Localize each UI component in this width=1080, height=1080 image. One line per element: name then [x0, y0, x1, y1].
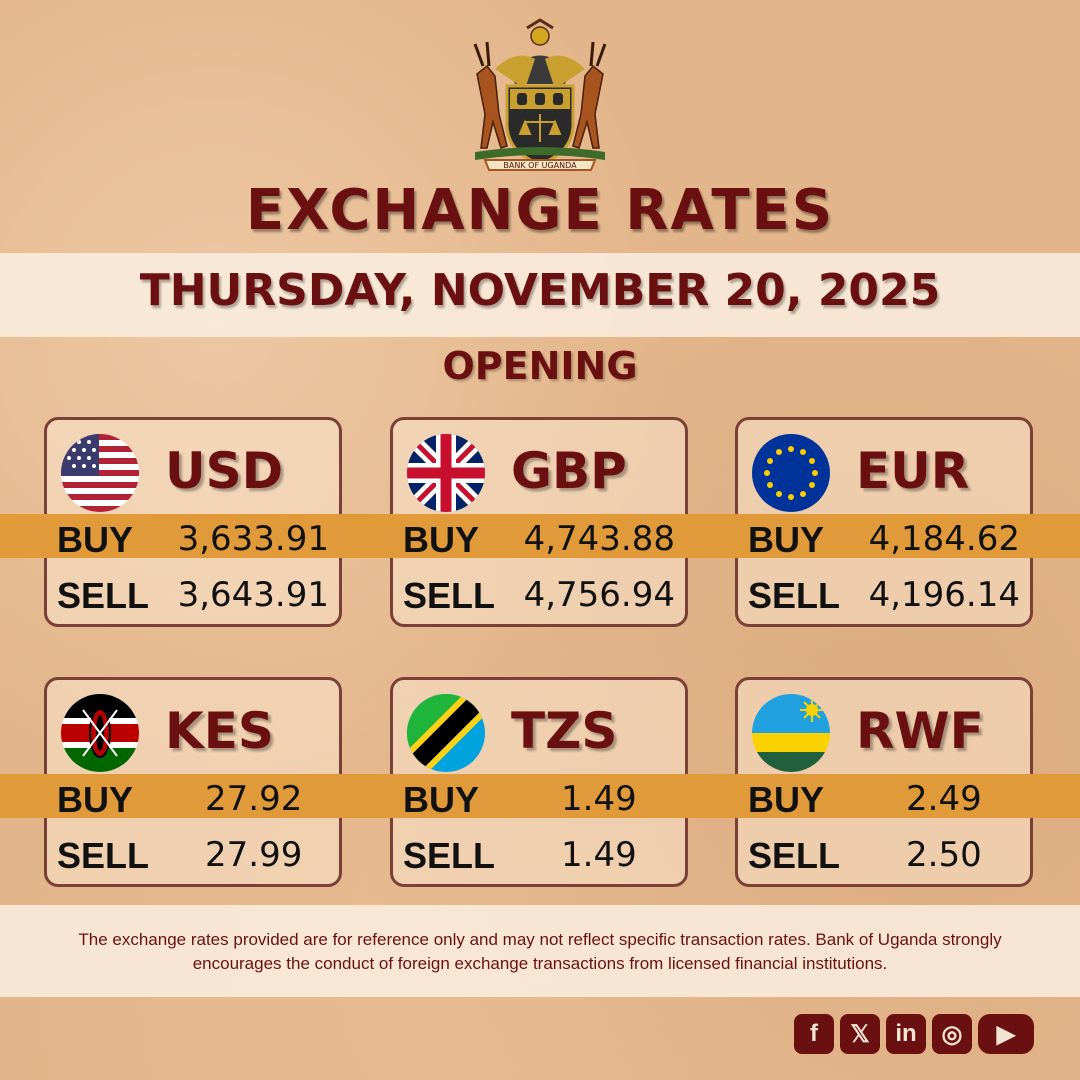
buy-row-band	[735, 774, 1033, 818]
currency-card-rwf: RWF BUY 2.49 SELL 2.50	[735, 677, 1033, 887]
disclaimer-band	[0, 905, 1080, 997]
svg-text:BANK OF UGANDA: BANK OF UGANDA	[503, 161, 577, 170]
sell-rate: 1.49	[561, 835, 637, 875]
page-title: EXCHANGE RATES	[245, 178, 835, 243]
linkedin-icon[interactable]: in	[886, 1014, 926, 1054]
buy-row-band	[390, 774, 688, 818]
eu-flag-icon	[752, 434, 830, 512]
bank-of-uganda-crest-logo: BANK OF UGANDA	[473, 18, 607, 171]
tanzania-flag-icon	[407, 694, 485, 772]
sell-rate: 2.50	[906, 835, 982, 875]
currency-code: USD	[165, 442, 284, 500]
date-band	[0, 253, 1080, 337]
buy-rate: 4,743.88	[523, 519, 675, 559]
buy-row-band	[390, 514, 688, 558]
currency-code: KES	[165, 702, 274, 760]
rwanda-flag-icon	[752, 694, 830, 772]
instagram-icon[interactable]: ◎	[932, 1014, 972, 1054]
sell-rate: 3,643.91	[177, 575, 329, 615]
buy-row-band	[735, 514, 1033, 558]
sell-label: SELL	[403, 575, 496, 616]
sell-label: SELL	[57, 575, 150, 616]
buy-label: BUY	[57, 779, 134, 820]
buy-rate: 27.92	[205, 779, 303, 819]
buy-label: BUY	[748, 779, 825, 820]
session-label: OPENING	[442, 344, 638, 388]
buy-label: BUY	[403, 779, 480, 820]
buy-row-band	[44, 774, 342, 818]
sell-label: SELL	[748, 575, 841, 616]
currency-card-eur: EUR BUY 4,184.62 SELL 4,196.14	[735, 417, 1033, 627]
sell-label: SELL	[57, 835, 150, 876]
buy-label: BUY	[403, 519, 480, 560]
facebook-icon[interactable]: f	[794, 1014, 834, 1054]
currency-code: GBP	[511, 442, 627, 500]
sell-rate: 4,756.94	[523, 575, 675, 615]
sell-rate: 27.99	[205, 835, 303, 875]
buy-rate: 3,633.91	[177, 519, 329, 559]
currency-card-tzs: TZS BUY 1.49 SELL 1.49	[390, 677, 688, 887]
sell-label: SELL	[403, 835, 496, 876]
x-icon[interactable]: 𝕏	[840, 1014, 880, 1054]
currency-code: RWF	[856, 702, 984, 760]
youtube-icon[interactable]: ▶	[978, 1014, 1034, 1054]
buy-label: BUY	[57, 519, 134, 560]
sell-rate: 4,196.14	[868, 575, 1020, 615]
buy-rate: 4,184.62	[868, 519, 1020, 559]
social-links: f 𝕏 in ◎ ▶	[794, 1014, 1034, 1054]
currency-card-gbp: GBP BUY 4,743.88 SELL 4,756.94	[390, 417, 688, 627]
currency-code: EUR	[856, 442, 970, 500]
buy-rate: 2.49	[906, 779, 982, 819]
buy-label: BUY	[748, 519, 825, 560]
us-flag-icon	[61, 434, 139, 512]
kenya-flag-icon	[61, 694, 139, 772]
buy-row-band	[44, 514, 342, 558]
sell-label: SELL	[748, 835, 841, 876]
currency-card-usd: USD BUY 3,633.91 SELL 3,643.91	[44, 417, 342, 627]
buy-rate: 1.49	[561, 779, 637, 819]
disclaimer-text: The exchange rates provided are for refe…	[78, 930, 1002, 973]
currency-code: TZS	[511, 702, 618, 760]
rate-date: THURSDAY, NOVEMBER 20, 2025	[139, 265, 941, 316]
uk-flag-icon	[407, 434, 485, 512]
currency-card-kes: KES BUY 27.92 SELL 27.99	[44, 677, 342, 887]
